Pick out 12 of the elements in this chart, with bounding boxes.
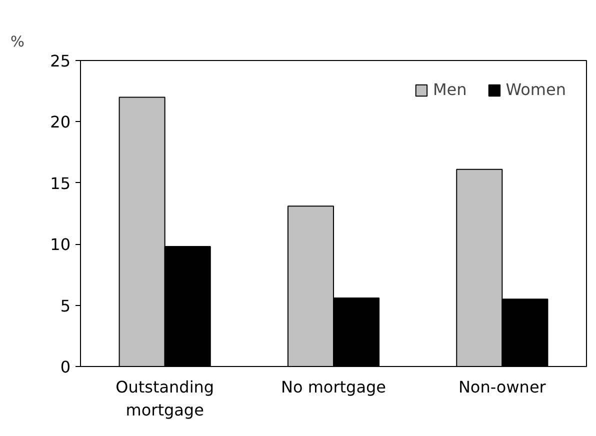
x-tick-label: Outstanding mortgage	[116, 378, 214, 420]
y-tick-label: 0	[60, 358, 71, 376]
y-tick-label: 10	[50, 235, 70, 254]
x-tick-label: Non-owner	[458, 378, 546, 396]
y-tick-label: 15	[50, 174, 70, 193]
y-tick-label: 5	[60, 296, 71, 316]
y-axis-title: %	[10, 34, 24, 50]
legend-label: Men	[432, 80, 467, 99]
y-tick-label: 20	[50, 112, 70, 132]
legend-label: Women	[506, 80, 566, 99]
x-tick-label: No mortgage	[280, 378, 386, 396]
y-tick-label: 25	[50, 52, 70, 70]
